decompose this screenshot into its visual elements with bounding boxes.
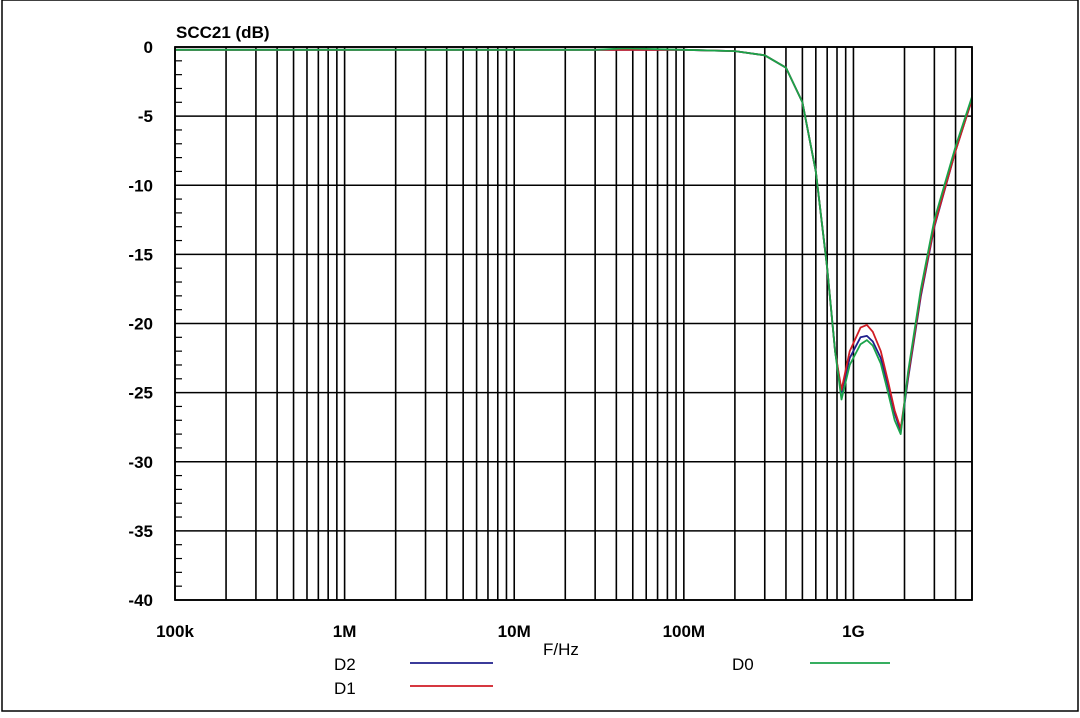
x-tick-label: 1M bbox=[333, 622, 357, 641]
legend-label: D2 bbox=[334, 655, 356, 674]
legend-label: D1 bbox=[334, 679, 356, 698]
legend: D2 D1 D0 bbox=[334, 655, 890, 698]
chart-title: SCC21 (dB) bbox=[176, 23, 270, 42]
x-axis-label: F/Hz bbox=[543, 640, 579, 659]
minor-y-ticks bbox=[175, 60, 182, 587]
x-tick-label: 1G bbox=[842, 622, 865, 641]
y-tick-label: -40 bbox=[128, 591, 153, 610]
grid-layer bbox=[174, 46, 973, 601]
y-tick-label: -25 bbox=[128, 384, 153, 403]
legend-item-d0: D0 bbox=[732, 655, 890, 674]
x-tick-label: 100k bbox=[156, 622, 194, 641]
x-tick-labels: 100k 1M 10M 100M 1G bbox=[156, 622, 865, 641]
plot-frame bbox=[174, 46, 973, 601]
series-layer bbox=[175, 47, 973, 436]
y-tick-label: -35 bbox=[128, 522, 153, 541]
series-line-d0 bbox=[175, 47, 973, 436]
y-tick-label: -20 bbox=[128, 315, 153, 334]
y-tick-label: -15 bbox=[128, 245, 153, 264]
x-tick-label: 10M bbox=[498, 622, 531, 641]
legend-item-d1: D1 bbox=[334, 679, 493, 698]
y-tick-label: 0 bbox=[144, 38, 153, 57]
y-tick-label: -30 bbox=[128, 453, 153, 472]
legend-item-d2: D2 bbox=[334, 655, 493, 674]
y-tick-labels: 0 -5 -10 -15 -20 -25 -30 -35 -40 bbox=[128, 38, 153, 610]
y-tick-label: -5 bbox=[138, 107, 153, 126]
x-tick-label: 100M bbox=[663, 622, 706, 641]
y-tick-label: -10 bbox=[128, 176, 153, 195]
legend-label: D0 bbox=[732, 655, 754, 674]
